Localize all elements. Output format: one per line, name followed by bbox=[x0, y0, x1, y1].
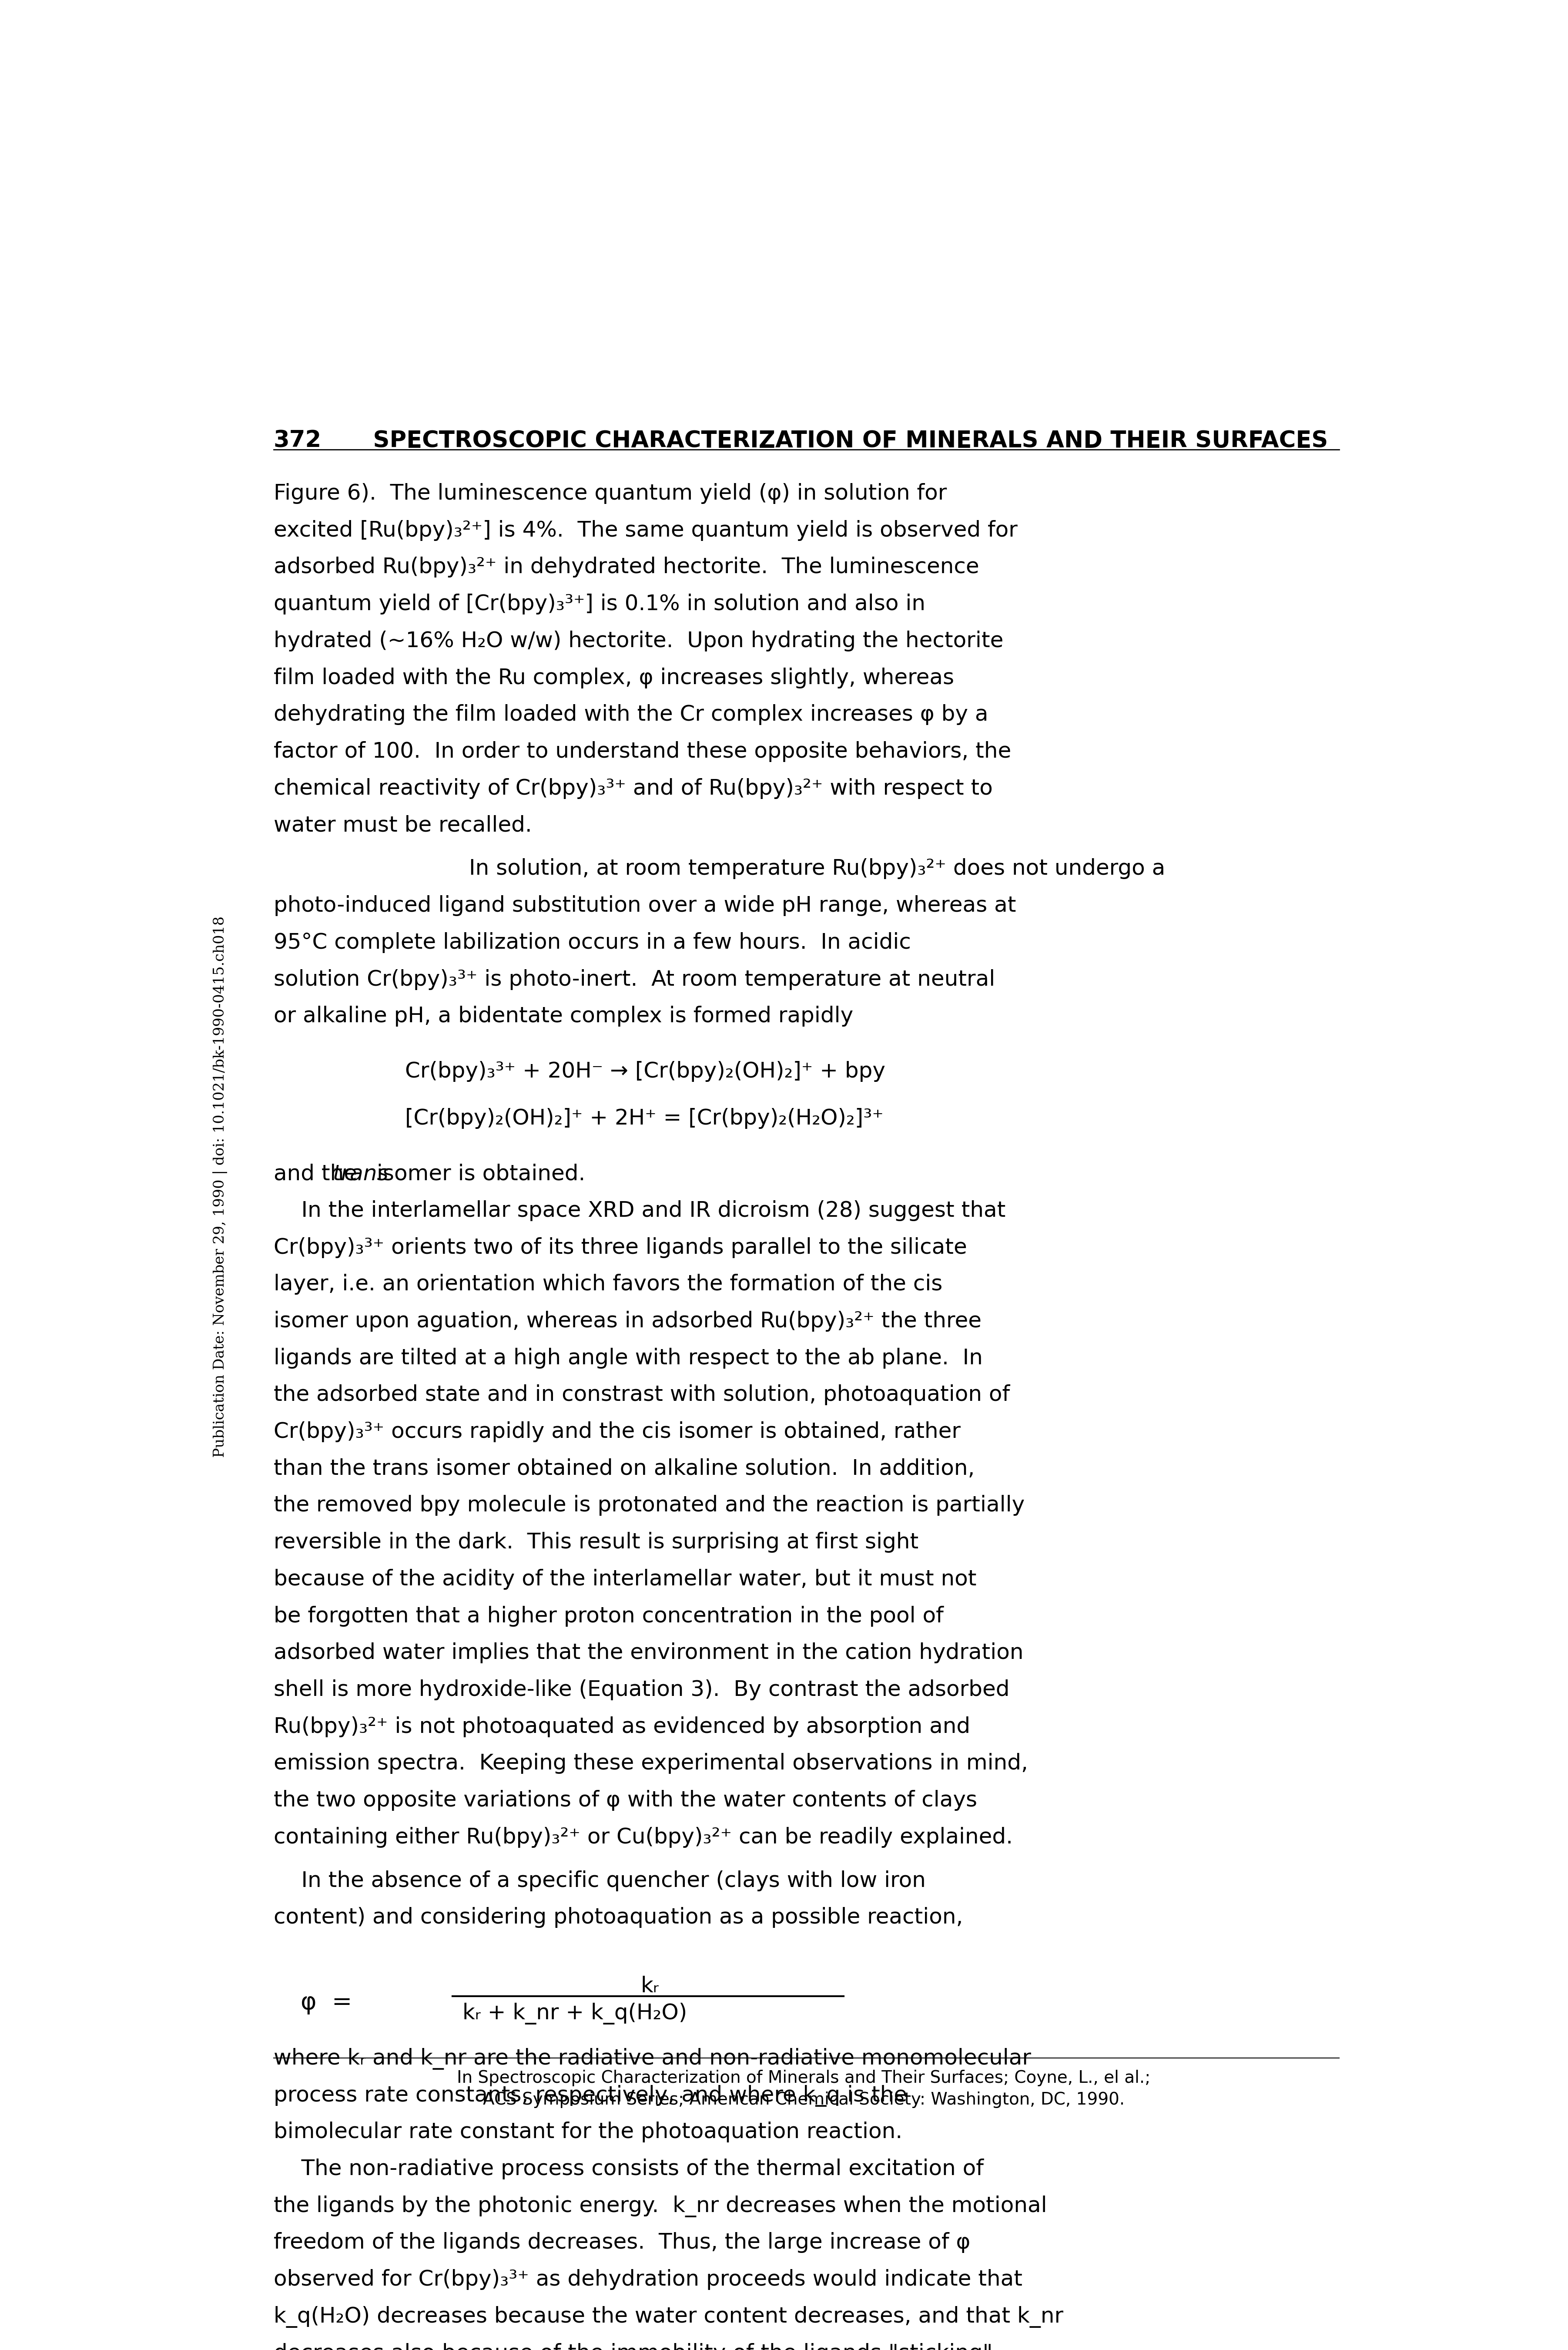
Text: be forgotten that a higher proton concentration in the pool of: be forgotten that a higher proton concen… bbox=[273, 1605, 944, 1626]
Text: isomer upon aguation, whereas in adsorbed Ru(bpy)₃²⁺ the three: isomer upon aguation, whereas in adsorbe… bbox=[273, 1311, 982, 1332]
Text: freedom of the ligands decreases.  Thus, the large increase of φ: freedom of the ligands decreases. Thus, … bbox=[273, 2232, 971, 2254]
Text: Figure 6).  The luminescence quantum yield (φ) in solution for: Figure 6). The luminescence quantum yiel… bbox=[273, 484, 947, 503]
Text: chemical reactivity of Cr(bpy)₃³⁺ and of Ru(bpy)₃²⁺ with respect to: chemical reactivity of Cr(bpy)₃³⁺ and of… bbox=[273, 778, 993, 799]
Text: water must be recalled.: water must be recalled. bbox=[273, 815, 532, 837]
Text: film loaded with the Ru complex, φ increases slightly, whereas: film loaded with the Ru complex, φ incre… bbox=[273, 667, 953, 689]
Text: 95°C complete labilization occurs in a few hours.  In acidic: 95°C complete labilization occurs in a f… bbox=[273, 933, 911, 954]
Text: kᵣ + k_nr + k_q(H₂O): kᵣ + k_nr + k_q(H₂O) bbox=[463, 2002, 687, 2023]
Text: the two opposite variations of φ with the water contents of clays: the two opposite variations of φ with th… bbox=[273, 1791, 977, 1812]
Text: quantum yield of [Cr(bpy)₃³⁺] is 0.1% in solution and also in: quantum yield of [Cr(bpy)₃³⁺] is 0.1% in… bbox=[273, 595, 925, 616]
Text: solution Cr(bpy)₃³⁺ is photo-inert.  At room temperature at neutral: solution Cr(bpy)₃³⁺ is photo-inert. At r… bbox=[273, 968, 994, 989]
Text: Ru(bpy)₃²⁺ is not photoaquated as evidenced by absorption and: Ru(bpy)₃²⁺ is not photoaquated as eviden… bbox=[273, 1716, 971, 1737]
Text: trans: trans bbox=[332, 1163, 389, 1184]
Text: content) and considering photoaquation as a possible reaction,: content) and considering photoaquation a… bbox=[273, 1908, 963, 1927]
Text: than the trans isomer obtained on alkaline solution.  In addition,: than the trans isomer obtained on alkali… bbox=[273, 1457, 974, 1478]
Text: reversible in the dark.  This result is surprising at first sight: reversible in the dark. This result is s… bbox=[273, 1532, 919, 1553]
Text: In the absence of a specific quencher (clays with low iron: In the absence of a specific quencher (c… bbox=[273, 1871, 925, 1892]
Text: ligands are tilted at a high angle with respect to the ab plane.  In: ligands are tilted at a high angle with … bbox=[273, 1347, 983, 1368]
Text: [Cr(bpy)₂(OH)₂]⁺ + 2H⁺ = [Cr(bpy)₂(H₂O)₂]³⁺: [Cr(bpy)₂(OH)₂]⁺ + 2H⁺ = [Cr(bpy)₂(H₂O)₂… bbox=[405, 1107, 883, 1128]
Text: Publication Date: November 29, 1990 | doi: 10.1021/bk-1990-0415.ch018: Publication Date: November 29, 1990 | do… bbox=[213, 916, 227, 1457]
Text: photo-induced ligand substitution over a wide pH range, whereas at: photo-induced ligand substitution over a… bbox=[273, 895, 1016, 916]
Text: Cr(bpy)₃³⁺ + 20H⁻ → [Cr(bpy)₂(OH)₂]⁺ + bpy: Cr(bpy)₃³⁺ + 20H⁻ → [Cr(bpy)₂(OH)₂]⁺ + b… bbox=[405, 1062, 886, 1081]
Text: excited [Ru(bpy)₃²⁺] is 4%.  The same quantum yield is observed for: excited [Ru(bpy)₃²⁺] is 4%. The same qua… bbox=[273, 519, 1018, 541]
Text: k_q(H₂O) decreases because the water content decreases, and that k_nr: k_q(H₂O) decreases because the water con… bbox=[273, 2305, 1063, 2329]
Text: SPECTROSCOPIC CHARACTERIZATION OF MINERALS AND THEIR SURFACES: SPECTROSCOPIC CHARACTERIZATION OF MINERA… bbox=[340, 430, 1328, 451]
Text: dehydrating the film loaded with the Cr complex increases φ by a: dehydrating the film loaded with the Cr … bbox=[273, 705, 988, 726]
Text: ACS Symposium Series; American Chemical Society: Washington, DC, 1990.: ACS Symposium Series; American Chemical … bbox=[483, 2092, 1124, 2108]
Text: emission spectra.  Keeping these experimental observations in mind,: emission spectra. Keeping these experime… bbox=[273, 1753, 1027, 1774]
Text: bimolecular rate constant for the photoaquation reaction.: bimolecular rate constant for the photoa… bbox=[273, 2122, 902, 2143]
Text: In the interlamellar space XRD and IR dicroism (28) suggest that: In the interlamellar space XRD and IR di… bbox=[273, 1201, 1005, 1222]
Text: factor of 100.  In order to understand these opposite behaviors, the: factor of 100. In order to understand th… bbox=[273, 740, 1011, 761]
Text: hydrated (~16% H₂O w/w) hectorite.  Upon hydrating the hectorite: hydrated (~16% H₂O w/w) hectorite. Upon … bbox=[273, 630, 1004, 651]
Text: containing either Ru(bpy)₃²⁺ or Cu(bpy)₃²⁺ can be readily explained.: containing either Ru(bpy)₃²⁺ or Cu(bpy)₃… bbox=[273, 1826, 1013, 1847]
Text: adsorbed Ru(bpy)₃²⁺ in dehydrated hectorite.  The luminescence: adsorbed Ru(bpy)₃²⁺ in dehydrated hector… bbox=[273, 557, 978, 578]
Text: observed for Cr(bpy)₃³⁺ as dehydration proceeds would indicate that: observed for Cr(bpy)₃³⁺ as dehydration p… bbox=[273, 2270, 1022, 2289]
Text: the removed bpy molecule is protonated and the reaction is partially: the removed bpy molecule is protonated a… bbox=[273, 1495, 1024, 1516]
Text: process rate constants, respectively, and where k_q is the: process rate constants, respectively, an… bbox=[273, 2084, 906, 2106]
Text: The non-radiative process consists of the thermal excitation of: The non-radiative process consists of th… bbox=[273, 2160, 983, 2178]
Text: isomer is obtained.: isomer is obtained. bbox=[370, 1163, 585, 1184]
Text: where kᵣ and k_nr are the radiative and non-radiative monomolecular: where kᵣ and k_nr are the radiative and … bbox=[273, 2047, 1030, 2070]
Text: or alkaline pH, a bidentate complex is formed rapidly: or alkaline pH, a bidentate complex is f… bbox=[273, 1006, 853, 1027]
Text: φ  =: φ = bbox=[301, 1990, 351, 2014]
Text: the adsorbed state and in constrast with solution, photoaquation of: the adsorbed state and in constrast with… bbox=[273, 1384, 1010, 1405]
Text: In solution, at room temperature Ru(bpy)₃²⁺ does not undergo a: In solution, at room temperature Ru(bpy)… bbox=[469, 858, 1165, 879]
Text: shell is more hydroxide-like (Equation 3).  By contrast the adsorbed: shell is more hydroxide-like (Equation 3… bbox=[273, 1680, 1010, 1701]
Text: Cr(bpy)₃³⁺ occurs rapidly and the cis isomer is obtained, rather: Cr(bpy)₃³⁺ occurs rapidly and the cis is… bbox=[273, 1422, 960, 1443]
Text: kᵣ: kᵣ bbox=[640, 1976, 659, 1998]
Text: 372: 372 bbox=[273, 430, 321, 451]
Text: because of the acidity of the interlamellar water, but it must not: because of the acidity of the interlamel… bbox=[273, 1570, 977, 1589]
Text: layer, i.e. an orientation which favors the formation of the cis: layer, i.e. an orientation which favors … bbox=[273, 1274, 942, 1295]
Text: the ligands by the photonic energy.  k_nr decreases when the motional: the ligands by the photonic energy. k_nr… bbox=[273, 2195, 1047, 2216]
Text: adsorbed water implies that the environment in the cation hydration: adsorbed water implies that the environm… bbox=[273, 1643, 1024, 1664]
Text: decreases also because of the immobility of the ligands "sticking": decreases also because of the immobility… bbox=[273, 2343, 993, 2350]
Text: In Spectroscopic Characterization of Minerals and Their Surfaces; Coyne, L., el : In Spectroscopic Characterization of Min… bbox=[456, 2070, 1151, 2087]
Text: Cr(bpy)₃³⁺ orients two of its three ligands parallel to the silicate: Cr(bpy)₃³⁺ orients two of its three liga… bbox=[273, 1236, 967, 1257]
Text: and the: and the bbox=[273, 1163, 364, 1184]
